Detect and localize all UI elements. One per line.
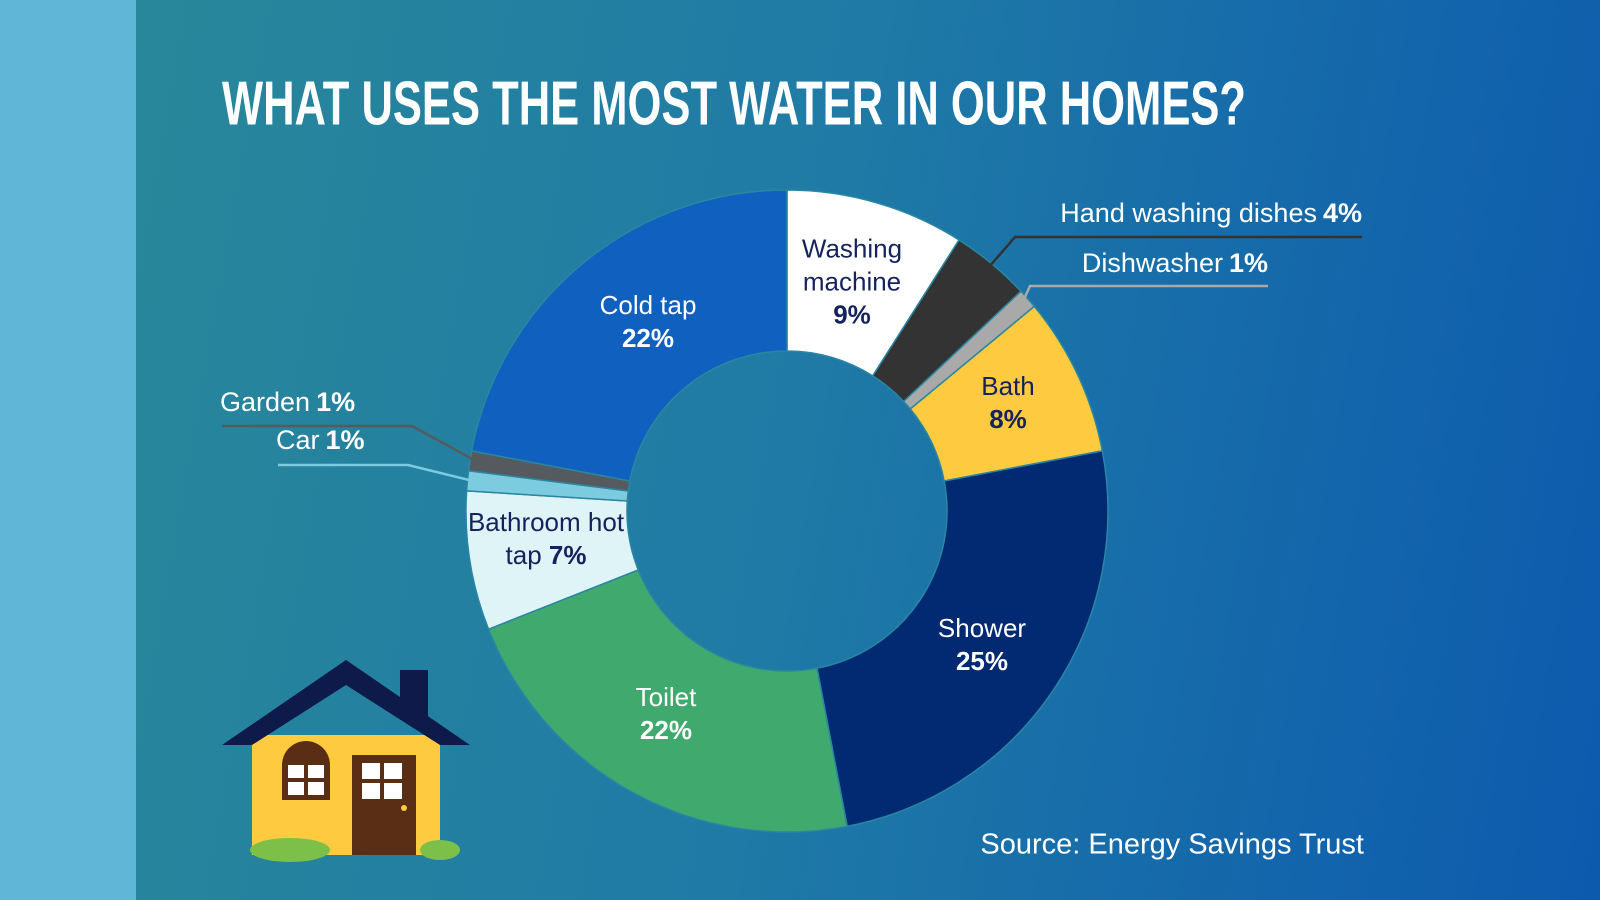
chart-title: WHAT USES THE MOST WATER IN OUR HOMES? [222,69,1246,138]
value-label: 7% [548,540,587,570]
category-label: Shower [937,613,1027,643]
source: Source: Energy Savings Trust [980,829,1364,861]
slice-label: Dishwasher 1% [1082,248,1268,278]
category-label: Bathroom hot tap [467,507,625,570]
leader-line [222,424,479,464]
slice-label: Toilet 22% [581,681,751,747]
value-label: 22% [639,715,693,745]
category-label: Cold tap [599,290,697,320]
slice-label: Garden 1% [220,387,355,417]
donut-slice [487,568,849,833]
value-label: 9% [833,299,871,330]
house-icon [222,660,470,862]
slice-label: Bath 8% [923,370,1093,436]
slice-label: Car 1% [276,425,365,455]
slice-label: Cold tap 22% [563,289,733,355]
donut-slice [470,189,788,482]
value-label: 22% [621,323,675,353]
value-label: 4% [1323,198,1362,228]
value-label: 1% [1229,248,1268,278]
value-label: 1% [326,425,365,455]
side-panel [0,0,136,900]
leader-line [1020,284,1268,305]
slice-label: Hand washing dishes 4% [1060,198,1362,228]
category-label: Car [276,425,320,455]
slice-label: Bathroom hot tap 7% [461,506,631,572]
donut-slice [816,449,1109,828]
category-label: Dishwasher [1082,248,1223,278]
slice-label: Shower 25% [897,612,1067,678]
category-label: Garden [220,387,310,417]
category-label: Hand washing dishes [1060,198,1317,228]
leader-line [985,235,1362,271]
value-label: 1% [316,387,355,417]
leader-line [278,463,476,483]
category-label: Toilet [635,682,697,712]
value-label: 8% [989,404,1027,434]
category-label: Bath [981,371,1035,401]
value-label: 25% [955,646,1009,676]
category-label: Washing machine [801,233,903,297]
slice-label: Washing machine 9% [767,233,937,332]
